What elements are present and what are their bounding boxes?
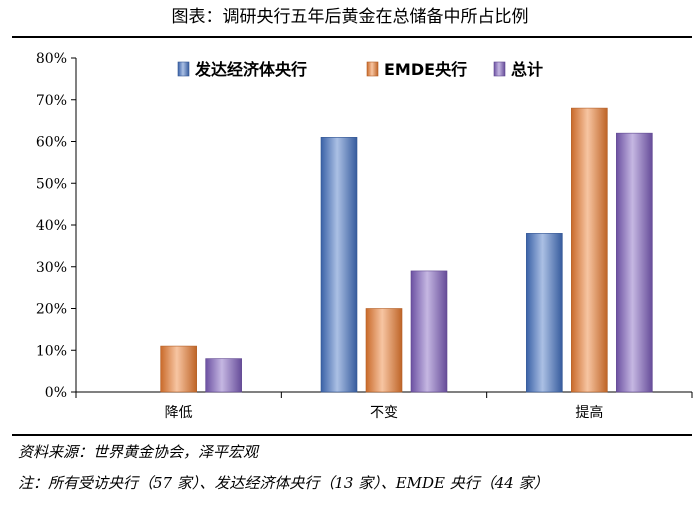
legend-label: EMDE央行	[384, 60, 467, 79]
legend-swatch	[177, 61, 190, 77]
y-tick-label: 0%	[45, 385, 67, 401]
title-divider	[12, 36, 692, 38]
bar-3-3	[616, 132, 653, 393]
bar-2-1	[160, 345, 197, 393]
y-tick-label: 20%	[36, 302, 67, 318]
source-note: 资料来源：世界黄金协会，泽平宏观	[18, 443, 259, 461]
y-tick-label: 50%	[36, 176, 67, 192]
x-tick-label: 不变	[370, 405, 398, 421]
chart-bars	[160, 107, 653, 393]
legend-swatch	[493, 61, 506, 77]
chart-title: 图表：调研央行五年后黄金在总储备中所占比例	[171, 7, 529, 27]
x-tick-label: 降低	[165, 405, 193, 421]
footnote: 注：所有受访央行（57 家）、发达经济体央行（13 家）、EMDE 央行（44 …	[18, 474, 549, 492]
y-tick-label: 10%	[36, 343, 67, 359]
y-tick-label: 30%	[36, 260, 67, 276]
bar-3-1	[205, 358, 242, 393]
bar-2-3	[571, 107, 608, 393]
y-tick-label: 40%	[36, 218, 67, 234]
x-tick-label: 提高	[575, 404, 603, 421]
bar-2-2	[365, 308, 403, 393]
legend-swatch	[366, 61, 379, 77]
footer-divider	[12, 434, 692, 436]
y-tick-label: 60%	[36, 135, 67, 151]
y-tick-label: 80%	[36, 51, 67, 67]
bar-1-2	[320, 137, 358, 393]
chart-axes: 0% 10% 20% 30% 40% 50% 60% 70% 80% 降低 不变 提高	[36, 51, 693, 421]
legend-label: 发达经济体央行	[194, 60, 307, 79]
y-tick-label: 70%	[36, 93, 67, 109]
chart-legend: 发达经济体央行 EMDE央行 总计	[177, 60, 543, 79]
bar-1-3	[526, 233, 563, 393]
bar-3-2	[410, 270, 448, 393]
legend-label: 总计	[511, 60, 543, 79]
